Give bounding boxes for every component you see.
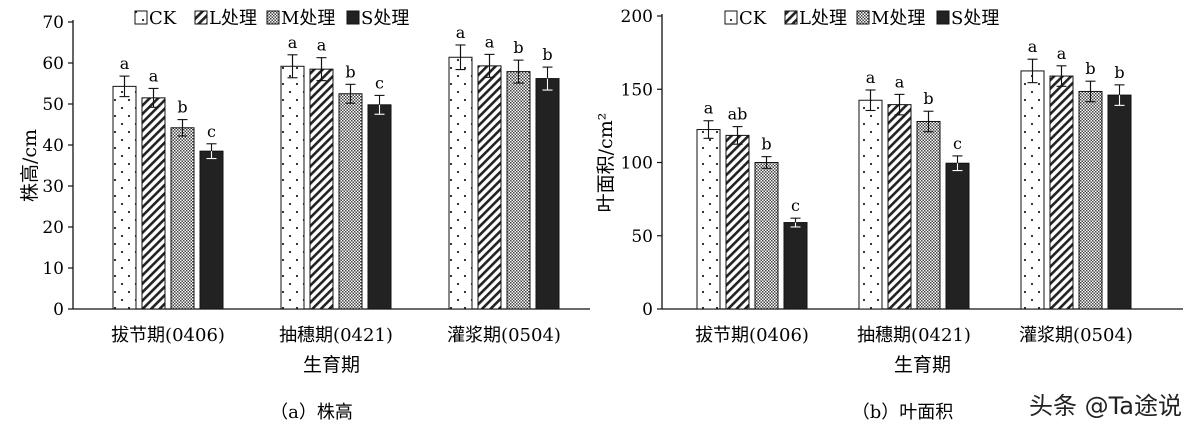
- significance-letter: a: [704, 99, 714, 118]
- significance-letter: a: [456, 23, 466, 42]
- y-tick-label: 150: [621, 80, 653, 100]
- significance-letter: c: [791, 196, 800, 215]
- significance-letter: a: [1057, 44, 1067, 63]
- significance-letter: b: [345, 62, 355, 81]
- chart-caption: （a）株高: [270, 402, 353, 423]
- bar-s-2: [535, 78, 560, 310]
- legend-swatch-m: [856, 10, 870, 25]
- legend-swatch-s: [936, 10, 950, 25]
- y-axis-label: 叶面积/cm²: [595, 113, 617, 213]
- y-tick-label: 50: [42, 95, 64, 115]
- significance-letter: b: [513, 38, 523, 57]
- significance-letter: b: [1114, 63, 1124, 82]
- x-axis-label: 生育期: [894, 354, 951, 376]
- bar-s-1: [367, 104, 392, 310]
- significance-letter: b: [761, 135, 771, 154]
- bar-l-1: [887, 104, 912, 310]
- bar-m-2: [1078, 90, 1103, 310]
- bar-ck-1: [280, 65, 305, 310]
- y-tick-label: 50: [631, 227, 653, 247]
- bar-ck-2: [448, 56, 473, 310]
- significance-letter: a: [1028, 37, 1038, 56]
- legend-swatch-ck: [134, 10, 148, 25]
- bar-m-0: [754, 162, 779, 310]
- y-tick-label: 0: [53, 300, 64, 320]
- y-tick-label: 20: [42, 218, 64, 238]
- significance-letter: a: [288, 33, 298, 52]
- y-tick-label: 200: [621, 7, 653, 27]
- x-category-label: 拔节期(0406): [111, 325, 225, 346]
- y-tick-label: 40: [42, 136, 64, 156]
- significance-letter: ab: [728, 105, 748, 124]
- legend-label-l: L处理: [799, 8, 847, 29]
- bar-m-2: [506, 71, 531, 310]
- y-tick-label: 70: [42, 13, 64, 33]
- x-category-label: 抽穗期(0421): [857, 325, 971, 346]
- legend-swatch-l: [194, 10, 208, 25]
- watermark-text: 头条 @Ta途说: [1029, 392, 1182, 420]
- legend-label-s: S处理: [951, 8, 999, 29]
- significance-letter: a: [149, 66, 159, 85]
- significance-letter: a: [895, 72, 905, 91]
- legend-swatch-ck: [724, 10, 738, 25]
- legend-label-m: M处理: [871, 8, 925, 29]
- bar-l-1: [309, 68, 334, 310]
- legend-label-ck: CK: [739, 8, 767, 29]
- significance-letter: a: [485, 32, 495, 51]
- x-axis-label: 生育期: [303, 354, 360, 376]
- legend: CK L处理 M处理 S处理: [134, 8, 409, 29]
- legend-swatch-s: [346, 10, 360, 25]
- bar-ck-2: [1020, 70, 1045, 310]
- bar-l-0: [141, 97, 166, 310]
- bar-ck-1: [858, 99, 883, 310]
- legend-label-s: S处理: [361, 8, 409, 29]
- x-category-label: 拔节期(0406): [695, 325, 809, 346]
- bar-l-0: [725, 134, 750, 310]
- significance-letter: a: [120, 54, 130, 73]
- chart-caption: （b）叶面积: [852, 402, 954, 423]
- legend-label-m: M处理: [281, 8, 335, 29]
- legend-label-l: L处理: [209, 8, 257, 29]
- x-category-label: 灌浆期(0504): [1019, 325, 1133, 346]
- bar-s-2: [1107, 94, 1132, 310]
- legend: CK L处理 M处理 S处理: [724, 8, 999, 29]
- significance-letter: c: [207, 122, 216, 141]
- bar-ck-0: [112, 85, 137, 310]
- bar-s-0: [199, 150, 224, 310]
- significance-letter: a: [866, 68, 876, 87]
- bar-l-2: [477, 65, 502, 310]
- x-category-label: 抽穗期(0421): [279, 325, 393, 346]
- y-tick-label: 30: [42, 177, 64, 197]
- significance-letter: b: [1085, 59, 1095, 78]
- y-tick-label: 100: [621, 154, 653, 174]
- legend-label-ck: CK: [149, 8, 177, 29]
- y-tick-label: 10: [42, 259, 64, 279]
- significance-letter: a: [317, 36, 327, 55]
- bar-s-1: [945, 162, 970, 310]
- legend-swatch-m: [266, 10, 280, 25]
- bar-m-0: [170, 127, 195, 310]
- y-tick-label: 60: [42, 54, 64, 74]
- legend-swatch-l: [784, 10, 798, 25]
- y-axis-label: 株高/cm: [19, 129, 41, 202]
- significance-letter: c: [375, 73, 384, 92]
- bar-l-2: [1049, 75, 1074, 310]
- significance-letter: b: [177, 98, 187, 117]
- significance-letter: b: [542, 45, 552, 64]
- bar-ck-0: [696, 129, 721, 310]
- y-tick-label: 0: [642, 300, 653, 320]
- bar-s-0: [783, 222, 808, 310]
- bar-m-1: [338, 93, 363, 310]
- bar-m-1: [916, 120, 941, 310]
- significance-letter: b: [923, 89, 933, 108]
- significance-letter: c: [953, 134, 962, 153]
- x-category-label: 灌浆期(0504): [447, 325, 561, 346]
